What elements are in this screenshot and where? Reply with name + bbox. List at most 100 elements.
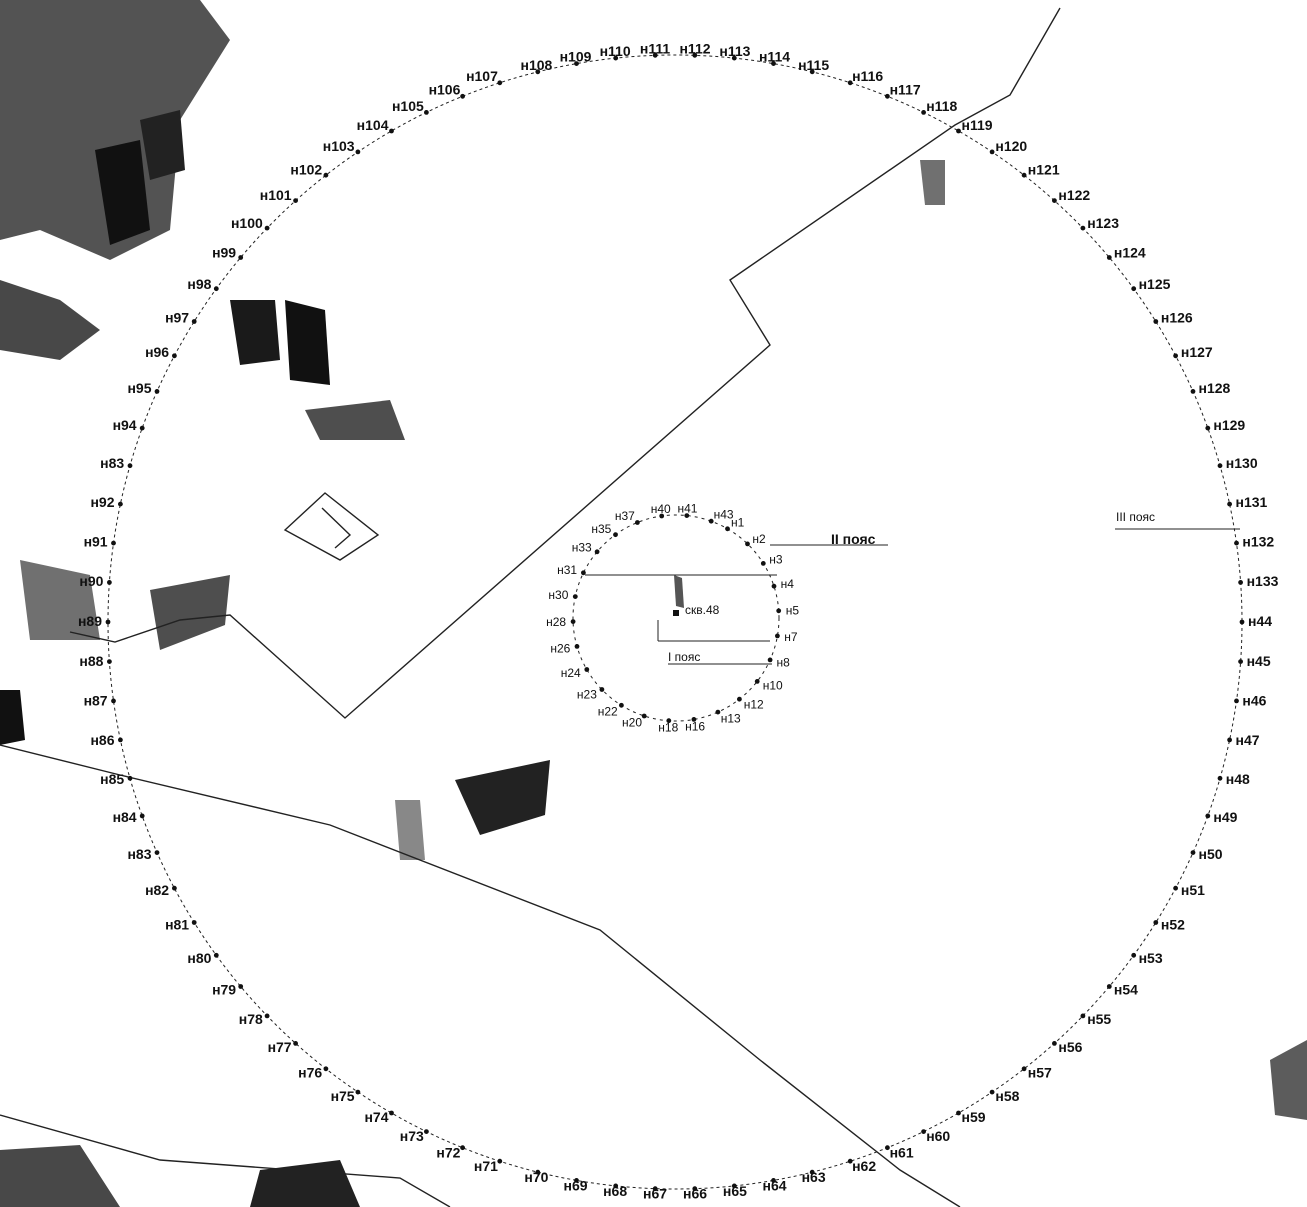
boundary-point: [775, 633, 780, 639]
boundary-point: [389, 128, 394, 134]
boundary-point: [139, 813, 145, 819]
boundary-point-label: н113: [719, 43, 750, 59]
boundary-point-label: н87: [84, 693, 108, 709]
boundary-point-label: н78: [239, 1011, 263, 1027]
zone3-label: III пояс: [1116, 510, 1155, 524]
boundary-point-label: н23: [577, 687, 597, 701]
boundary-point: [1106, 984, 1112, 989]
boundary-point-label: н127: [1181, 344, 1213, 360]
boundary-point: [754, 679, 760, 684]
boundary-point: [1190, 389, 1196, 394]
boundary-point-label: н48: [1226, 771, 1250, 787]
boundary-point-label: н100: [231, 215, 263, 231]
forest-patch: [140, 110, 185, 180]
boundary-point: [424, 110, 429, 115]
boundary-point-label: н126: [1161, 309, 1193, 325]
boundary-point: [1238, 580, 1243, 585]
boundary-point: [172, 353, 177, 359]
boundary-point-label: н72: [436, 1144, 460, 1160]
boundary-point-label: н83: [127, 846, 151, 862]
boundary-point-label: н51: [1181, 882, 1205, 898]
boundary-point: [1080, 1013, 1086, 1019]
boundary-point: [1205, 425, 1211, 431]
boundary-point: [1239, 619, 1245, 625]
building-outline: [283, 492, 380, 561]
well-label: скв.48: [685, 603, 720, 617]
boundary-point: [574, 644, 580, 649]
boundary-point: [760, 561, 766, 566]
boundary-point: [293, 1041, 298, 1046]
boundary-point-label: н90: [79, 573, 103, 589]
boundary-point-label: н45: [1247, 653, 1271, 669]
boundary-point: [1227, 737, 1232, 743]
boundary-point-label: н125: [1139, 276, 1171, 292]
boundary-point-label: н13: [721, 712, 741, 726]
boundary-point-label: н37: [615, 509, 635, 523]
boundary-point: [1173, 353, 1178, 359]
boundary-point: [1217, 463, 1223, 469]
boundary-point: [921, 1129, 926, 1134]
boundary-point-label: н121: [1028, 162, 1060, 178]
boundary-point: [574, 1178, 579, 1183]
boundary-point: [885, 93, 890, 99]
boundary-point: [355, 1089, 361, 1095]
forest-patch: [0, 280, 100, 360]
boundary-point: [460, 1145, 465, 1151]
boundary-point-label: н64: [762, 1177, 786, 1193]
boundary-point: [599, 687, 605, 692]
boundary-point-label: н122: [1058, 187, 1090, 203]
boundary-point: [776, 608, 782, 614]
forest-patch: [230, 300, 280, 365]
boundary-point-label: н80: [187, 950, 211, 966]
zone3-boundary: [107, 54, 1243, 1190]
boundary-point-label: н22: [598, 704, 618, 718]
boundary-point-label: н56: [1058, 1039, 1082, 1055]
boundary-point-label: н116: [852, 68, 883, 84]
boundary-point-label: н66: [683, 1186, 707, 1202]
boundary-point-label: н8: [777, 656, 791, 670]
boundary-point: [238, 255, 244, 260]
boundary-point: [1021, 1066, 1027, 1072]
zone1: скв.48 I пояс: [585, 574, 777, 665]
road-line: [0, 1114, 451, 1207]
boundary-point: [1153, 920, 1159, 925]
boundary-point: [809, 69, 815, 75]
boundary-point-label: н30: [548, 588, 568, 602]
boundary-point: [460, 93, 465, 99]
boundary-point: [635, 520, 640, 525]
boundary-point: [574, 61, 579, 66]
boundary-point-label: н59: [962, 1109, 986, 1125]
boundary-point: [594, 549, 600, 555]
boundary-point-label: н58: [995, 1088, 1019, 1104]
boundary-point-label: н111: [640, 40, 670, 56]
boundary-point-label: н50: [1199, 846, 1223, 862]
boundary-point: [1153, 319, 1159, 324]
boundary-point-label: н117: [890, 82, 921, 98]
road-line: [0, 744, 961, 1207]
boundary-point-label: н26: [550, 641, 570, 655]
boundary-point: [118, 501, 123, 507]
boundary-point-label: н77: [268, 1039, 292, 1055]
boundary-point: [847, 80, 853, 86]
boundary-point-label: н123: [1087, 215, 1119, 231]
well-shadow: [674, 575, 684, 608]
boundary-point: [691, 717, 697, 722]
zone1-label: I пояс: [668, 650, 700, 664]
boundary-point-label: н98: [187, 276, 211, 292]
boundary-point: [767, 657, 773, 663]
boundary-point: [692, 1186, 698, 1192]
boundary-point: [731, 1183, 737, 1189]
boundary-point: [771, 1178, 776, 1183]
boundary-point: [1052, 198, 1057, 204]
boundary-point: [323, 1066, 329, 1072]
boundary-point: [1106, 255, 1112, 260]
boundary-point-label: н28: [546, 615, 566, 629]
boundary-point-label: н1: [731, 516, 745, 530]
boundary-point: [1131, 952, 1137, 958]
boundary-point-label: н108: [520, 57, 552, 73]
boundary-point-label: н73: [400, 1128, 424, 1144]
boundary-point-label: н70: [524, 1169, 548, 1185]
